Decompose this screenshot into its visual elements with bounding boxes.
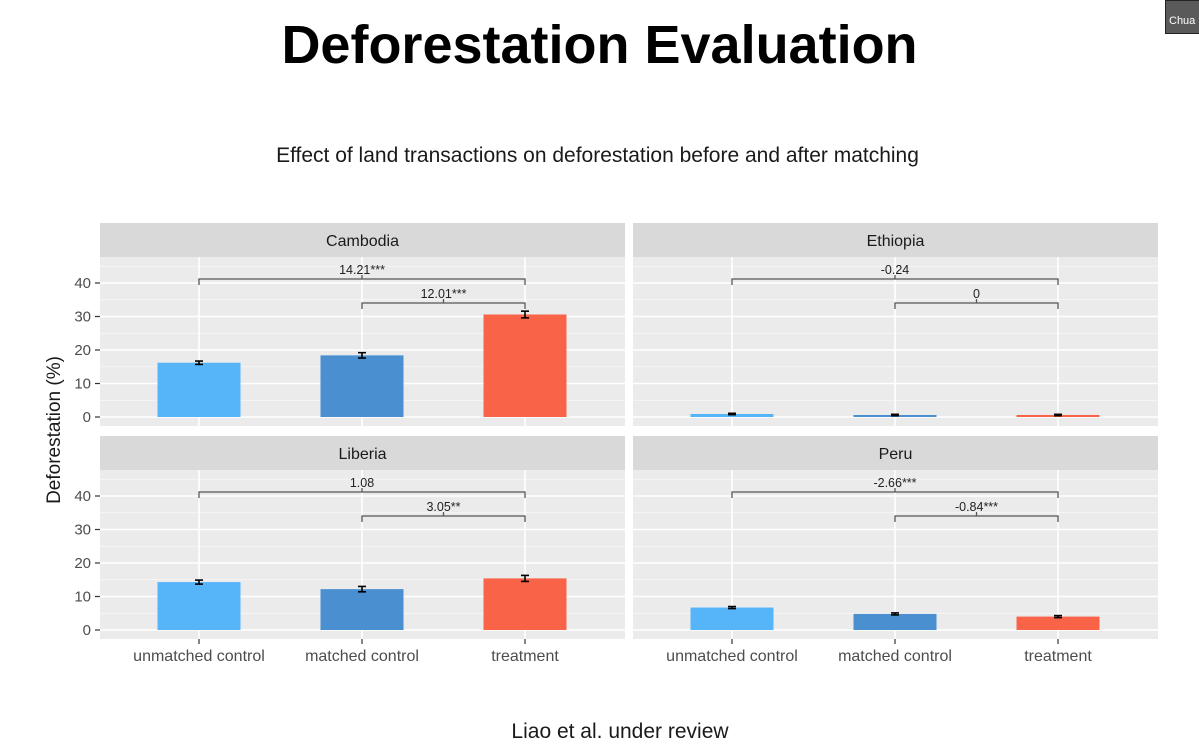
y-tick-label: 0: [83, 622, 91, 639]
x-tick-label: matched control: [305, 648, 419, 665]
significance-label: 0: [973, 287, 980, 301]
facet-panel-peru: Peru -2.66*** -0.84*** unmatched control mat…: [633, 436, 1158, 665]
bar-matched-control: [853, 613, 937, 630]
slide-title: Deforestation Evaluation: [281, 15, 918, 75]
y-tick-label: 0: [83, 409, 91, 426]
x-tick-label: treatment: [1024, 648, 1092, 665]
x-tick-label: treatment: [491, 648, 559, 665]
bar-treatment: [1016, 616, 1100, 630]
facet-strip: [633, 436, 1158, 470]
facet-strip-label: Peru: [879, 446, 913, 463]
facet-strip: [633, 223, 1158, 257]
y-tick-label: 10: [74, 589, 91, 606]
chart-title: Effect of land transactions on deforesta…: [276, 144, 919, 167]
y-tick-label: 30: [74, 309, 91, 326]
y-tick-label: 30: [74, 522, 91, 539]
bar-unmatched-control: [690, 607, 774, 630]
facet-strip-label: Liberia: [338, 446, 386, 463]
bar-unmatched-control: [690, 413, 774, 417]
facet-strip: [100, 436, 625, 470]
x-tick-label: matched control: [838, 648, 952, 665]
y-axis-title: Deforestation (%): [44, 356, 65, 504]
significance-label: 3.05**: [426, 500, 460, 514]
significance-label: 14.21***: [339, 263, 385, 277]
significance-label: -0.24: [881, 263, 910, 277]
bar-treatment: [483, 578, 567, 630]
facet-panel-ethiopia: Ethiopia -0.24 0: [633, 223, 1158, 426]
significance-label: 1.08: [350, 476, 374, 490]
bar-matched-control: [320, 355, 404, 417]
bar-matched-control: [320, 589, 404, 630]
facet-panel-cambodia: Cambodia 14.21*** 12.01*** 0 10 20 30 40: [74, 223, 625, 426]
y-tick-label: 40: [74, 488, 91, 505]
facet-strip: [100, 223, 625, 257]
webcam-label: Chua: [1169, 15, 1196, 27]
x-tick-label: unmatched control: [666, 648, 798, 665]
footer-citation: Liao et al. under review: [511, 720, 729, 743]
facet-strip-label: Cambodia: [326, 233, 399, 250]
facet-strip-label: Ethiopia: [867, 233, 925, 250]
bar-unmatched-control: [157, 362, 241, 417]
facet-panel-liberia: Liberia 1.08 3.05** 0 10 20 30 40 unmatched cont…: [74, 436, 625, 665]
bar-treatment: [483, 314, 567, 417]
bar-unmatched-control: [157, 582, 241, 630]
y-tick-label: 20: [74, 555, 91, 572]
y-tick-label: 40: [74, 275, 91, 292]
significance-label: 12.01***: [421, 287, 467, 301]
y-tick-label: 20: [74, 342, 91, 359]
webcam-thumbnail[interactable]: Chua: [1165, 0, 1199, 34]
x-tick-label: unmatched control: [133, 648, 265, 665]
y-tick-label: 10: [74, 376, 91, 393]
significance-label: -0.84***: [955, 500, 998, 514]
significance-label: -2.66***: [873, 476, 916, 490]
